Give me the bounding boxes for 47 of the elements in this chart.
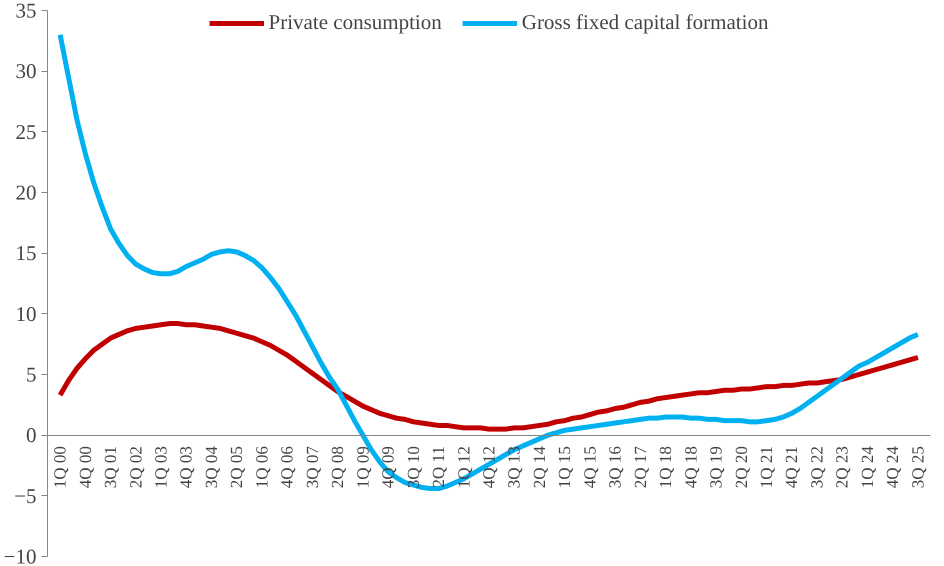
x-tick-label: 4Q 12 xyxy=(480,446,498,488)
legend-label: Gross fixed capital formation xyxy=(522,10,768,35)
x-tick-label: 2Q 08 xyxy=(328,446,348,488)
x-tick-label: 1Q 00 xyxy=(50,446,70,488)
x-tick-label: 2Q 23 xyxy=(832,446,852,488)
x-tick-label: 3Q 16 xyxy=(606,446,625,488)
x-tick-label: 3Q 07 xyxy=(302,446,322,488)
x-tick-label: 3Q 10 xyxy=(404,446,423,488)
x-tick-label: 1Q 21 xyxy=(757,446,776,488)
y-tick-label: 15 xyxy=(16,241,36,266)
x-tick-label: 2Q 14 xyxy=(530,446,549,488)
x-tick-label: 3Q 01 xyxy=(101,446,120,488)
y-tick-label: 30 xyxy=(16,59,36,84)
y-tick-label: 5 xyxy=(26,362,36,386)
x-tick-label: 4Q 21 xyxy=(782,446,802,488)
legend-label: Private consumption xyxy=(268,10,442,35)
x-tick-label: 3Q 25 xyxy=(908,446,928,488)
y-tick-label: 0 xyxy=(26,423,36,448)
x-tick-label: 4Q 09 xyxy=(378,446,398,488)
y-tick-label: 25 xyxy=(16,120,36,144)
x-tick-label: 2Q 17 xyxy=(630,446,650,488)
x-tick-label: 4Q 00 xyxy=(76,446,95,488)
x-tick-label: 4Q 24 xyxy=(883,446,902,488)
x-tick-label: 2Q 11 xyxy=(429,446,448,488)
x-tick-label: 1Q 09 xyxy=(353,446,372,488)
x-tick-label: 1Q 03 xyxy=(152,446,171,488)
x-tick-label: 1Q 18 xyxy=(656,446,676,488)
y-tick-label: −5 xyxy=(14,484,36,508)
x-tick-label: 1Q 12 xyxy=(454,446,474,488)
x-tick-label: 3Q 22 xyxy=(807,446,826,488)
x-tick-label: 1Q 15 xyxy=(555,446,574,488)
y-tick-label: 35 xyxy=(16,0,36,22)
x-tick-label: 2Q 02 xyxy=(126,446,146,488)
x-tick-label: 1Q 24 xyxy=(858,446,877,488)
x-tick-label: 4Q 15 xyxy=(580,446,600,488)
y-tick-label: 20 xyxy=(16,180,36,204)
x-tick-label: 4Q 06 xyxy=(278,446,297,488)
x-tick-label: 3Q 04 xyxy=(202,446,221,488)
x-tick-label: 3Q 13 xyxy=(504,446,524,488)
y-tick-label: 10 xyxy=(16,302,36,326)
x-tick-label: 4Q 18 xyxy=(681,446,700,488)
x-tick-label: 1Q 06 xyxy=(252,446,272,488)
x-tick-label: 3Q 19 xyxy=(706,446,726,488)
x-tick-label: 2Q 05 xyxy=(227,446,246,488)
x-tick-label: 4Q 03 xyxy=(176,446,196,488)
y-tick-label: −10 xyxy=(4,544,36,566)
x-tick-label: 2Q 20 xyxy=(732,446,751,488)
